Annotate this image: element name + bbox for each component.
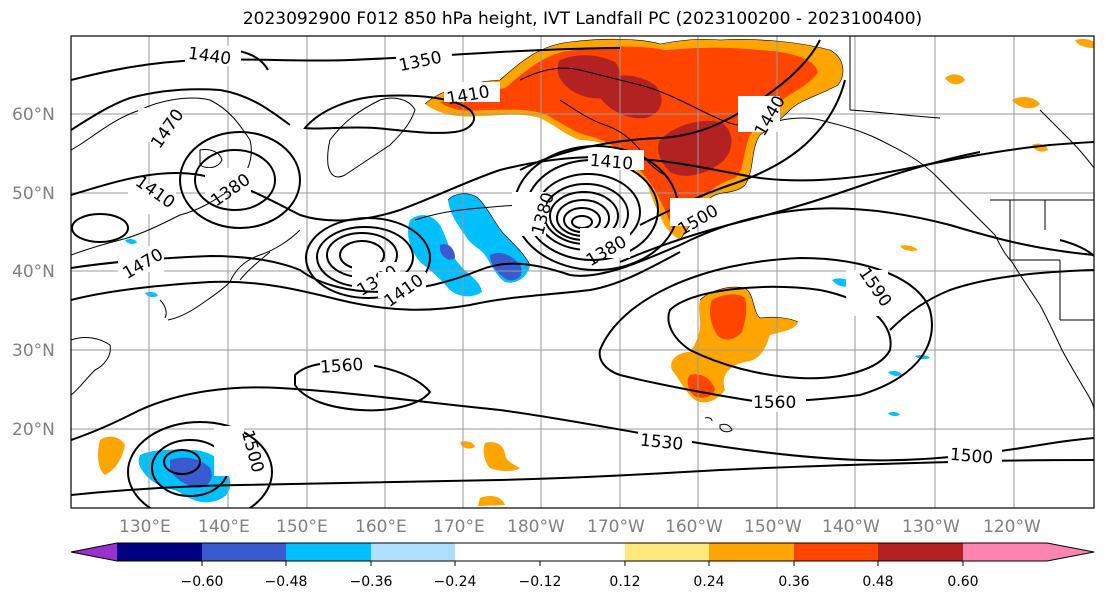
map-panel: 1440 1350 1410 1470 1380 1410 1470 1380 …	[71, 36, 1094, 508]
colorbar-bin	[709, 543, 794, 561]
colorbar-bin	[540, 543, 625, 561]
colorbar-tick-label: 0.48	[862, 574, 893, 590]
lon-label: 160°E	[355, 517, 407, 537]
lon-label: 120°W	[983, 517, 1041, 537]
colorbar-bin	[963, 543, 1047, 561]
colorbar-tick-label: −0.60	[181, 574, 224, 590]
lat-label: 40°N	[12, 262, 55, 282]
colorbar-bin	[371, 543, 455, 561]
contour-label: 1530	[639, 430, 684, 454]
lon-label: 140°W	[822, 517, 880, 537]
contour-label: 1500	[949, 445, 994, 469]
lat-label: 20°N	[12, 420, 55, 440]
colorbar-tick-label: 0.24	[693, 574, 724, 590]
colorbar-bin	[286, 543, 371, 561]
colorbar-bin	[625, 543, 709, 561]
lat-labels: 60°N 50°N 40°N 30°N 20°N	[12, 105, 55, 440]
colorbar-bin	[117, 543, 202, 561]
contour-labels: 1440 1350 1410 1470 1380 1410 1470 1380 …	[118, 44, 1002, 476]
lat-label: 60°N	[12, 105, 55, 125]
colorbar-over	[1047, 543, 1094, 561]
colorbar: −0.60 −0.48 −0.36 −0.24 −0.12 0.12 0.24 …	[70, 542, 1095, 590]
colorbar-tick-label: −0.12	[519, 574, 562, 590]
contour-label: 1410	[589, 151, 634, 175]
colorbar-tick-label: 0.12	[609, 574, 640, 590]
ivt-outlines	[424, 38, 844, 323]
lon-label: 170°W	[587, 517, 645, 537]
colorbar-bin	[455, 543, 540, 561]
colorbar-under	[71, 543, 117, 561]
lon-label: 140°E	[198, 517, 250, 537]
lat-label: 30°N	[12, 341, 55, 361]
colorbar-bin	[794, 543, 878, 561]
colorbar-tick-label: −0.48	[265, 574, 308, 590]
height-contours	[71, 39, 1094, 508]
colorbar-tick-label: −0.36	[350, 574, 393, 590]
lat-label: 50°N	[12, 184, 55, 204]
lon-labels: 130°E 140°E 150°E 160°E 170°E 180°W 170°…	[119, 517, 1041, 537]
lon-label: 150°E	[276, 517, 328, 537]
contour-label: 1560	[753, 393, 796, 413]
colorbar-bin	[878, 543, 963, 561]
colorbar-tick-label: −0.24	[434, 574, 477, 590]
map-frame	[70, 35, 1095, 509]
lon-label: 180°W	[507, 517, 565, 537]
map-title: 2023092900 F012 850 hPa height, IVT Land…	[242, 9, 923, 29]
lon-label: 130°W	[902, 517, 960, 537]
colorbar-tick-label: 0.36	[778, 574, 809, 590]
lon-label: 130°E	[119, 517, 171, 537]
lon-label: 150°W	[744, 517, 802, 537]
lon-label: 160°W	[665, 517, 723, 537]
lon-label: 170°E	[433, 517, 485, 537]
contour-label: 1560	[319, 355, 364, 378]
colorbar-tick-label: 0.60	[947, 574, 978, 590]
colorbar-bin	[202, 543, 286, 561]
